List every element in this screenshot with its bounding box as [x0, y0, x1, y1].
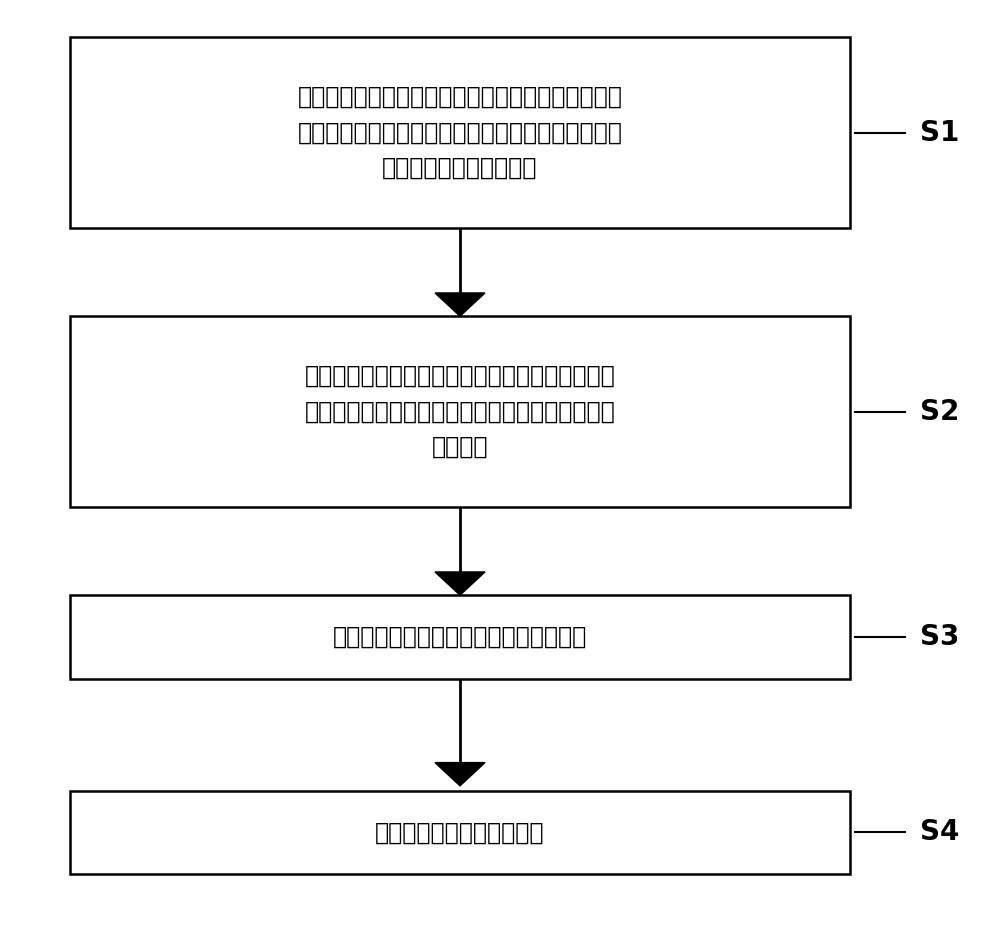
Text: 将所述前扣和后扣连接为一体形成腰带扣: 将所述前扣和后扣连接为一体形成腰带扣 [333, 625, 587, 649]
Bar [70, 790, 850, 874]
Text: 对所述腰带扣进行表面处理: 对所述腰带扣进行表面处理 [375, 820, 545, 844]
Bar [70, 595, 850, 679]
Text: 根据预设的产品形状，采用金属板材分别冲压形成
配件，将配件组装后制得用于连接所述前扣和腰带
体的后扣: 根据预设的产品形状，采用金属板材分别冲压形成 配件，将配件组装后制得用于连接所述… [305, 365, 615, 458]
Bar [70, 37, 850, 228]
Text: 根据预设的产品形状，采用金属板材冲压形成骨架，
将所述骨架放入模内注塑模具中进行注塑后形成用于
固定并系紧腰带体的前扣: 根据预设的产品形状，采用金属板材冲压形成骨架， 将所述骨架放入模内注塑模具中进行… [298, 86, 622, 179]
Text: S2: S2 [920, 397, 959, 426]
Text: S4: S4 [920, 818, 959, 846]
Polygon shape [435, 763, 485, 786]
Polygon shape [435, 293, 485, 316]
Bar [70, 316, 850, 507]
Text: S1: S1 [920, 118, 959, 147]
Polygon shape [435, 572, 485, 595]
Text: S3: S3 [920, 623, 959, 651]
